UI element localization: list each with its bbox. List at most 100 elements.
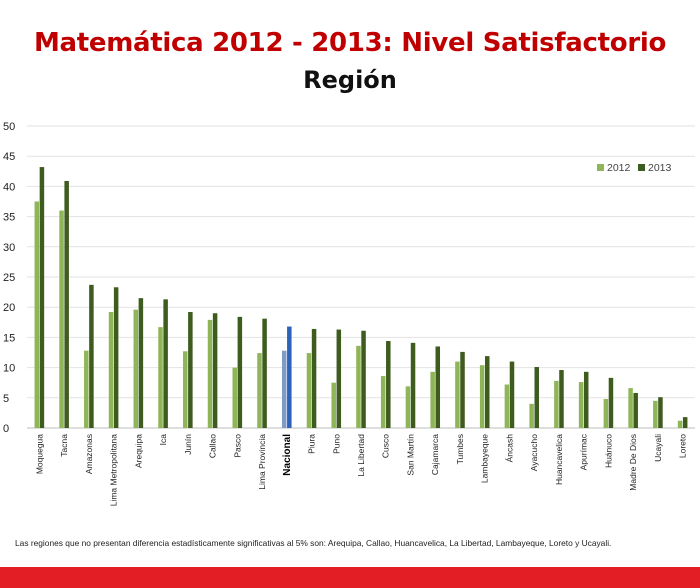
x-tick-label: Tumbes [455, 434, 465, 464]
y-tick-label: 0 [3, 423, 9, 435]
x-tick-label: Ayacucho [529, 434, 539, 471]
bar-2013 [682, 417, 688, 428]
chart-subtitle: Región [303, 66, 397, 94]
y-tick-label: 45 [3, 151, 15, 163]
x-tick-label: Lima Provincia [257, 434, 267, 490]
bar-2013 [534, 366, 539, 428]
x-tick-label: Ica [158, 434, 168, 446]
bar-2013 [658, 397, 663, 428]
x-tick-label: Apurímac [579, 433, 589, 470]
bar-2013 [262, 318, 267, 428]
bar-2013 [608, 377, 614, 428]
bar-chart: 0 5 10 15 20 25 30 35 40 45 50 Moquegua Tacna Amazon… [3, 121, 695, 506]
y-tick-label: 30 [3, 242, 15, 254]
bar-2012 [183, 351, 188, 428]
y-tick-label: 50 [3, 121, 15, 133]
gridlines [27, 125, 695, 429]
y-tick-label: 40 [3, 181, 15, 193]
chart-title: Matemática 2012 - 2013: Nivel Satisfacto… [33, 28, 667, 58]
x-tick-label: Puno [331, 434, 341, 454]
bars [34, 167, 688, 428]
y-axis-ticks: 0 5 10 15 20 25 30 35 40 45 50 [3, 121, 15, 435]
bar-2013 [336, 329, 342, 428]
y-tick-label: 5 [3, 393, 9, 405]
x-tick-label: La Libertad [356, 434, 366, 477]
bar-2013 [386, 341, 391, 428]
x-tick-label: Pasco [232, 434, 242, 458]
bar-2013 [410, 342, 416, 428]
bar-2012 [554, 380, 559, 428]
x-tick-label: Arequipa [133, 434, 143, 468]
x-tick-label: Áncash [504, 434, 514, 463]
bar-2012 [207, 319, 213, 428]
bar-2013 [163, 299, 168, 428]
bar-2013 [485, 356, 490, 428]
bar-2012 [578, 382, 584, 428]
bar-2012 [603, 399, 609, 428]
bar-2012 [628, 388, 633, 428]
bar-2012 [430, 371, 435, 428]
bar-2013 [559, 370, 564, 428]
bar-2012 [257, 353, 262, 428]
bar-2013 [311, 328, 317, 428]
bar-2012 [306, 353, 312, 428]
bar-2013 [237, 316, 243, 428]
bar-2013 [633, 392, 638, 428]
x-tick-label: Nacional [282, 434, 293, 476]
bar-2013 [212, 313, 218, 428]
bar-2012 [34, 201, 40, 428]
legend-swatch-2013 [638, 164, 645, 171]
y-tick-label: 35 [3, 212, 15, 224]
y-tick-label: 15 [3, 332, 15, 344]
bar-2013 [435, 346, 441, 428]
x-tick-label: Madre De Dios [628, 434, 638, 491]
bar-2012 [108, 312, 114, 428]
bar-2012 [232, 367, 237, 428]
bar-2013 [509, 361, 515, 428]
bar-2012 [455, 361, 460, 428]
bar-2013 [188, 312, 193, 428]
bar-2013 [113, 287, 119, 428]
bar-2012 [84, 350, 89, 428]
bar-2012 [59, 210, 64, 428]
bar-2012 [529, 403, 534, 428]
bar-2012 [331, 382, 336, 428]
footnote: Las regiones que no presentan diferencia… [15, 538, 612, 548]
bar-2012 [380, 376, 386, 428]
legend-label-2012: 2012 [607, 162, 631, 174]
x-tick-label: Huánuco [603, 434, 613, 468]
bar-2012 [677, 420, 683, 428]
bar-2012 [405, 386, 411, 428]
x-axis-ticks: Moquegua Tacna Amazonas Lima Metropolitana A… [34, 433, 687, 506]
bar-2012 [504, 384, 510, 428]
legend-label-2013: 2013 [648, 162, 672, 174]
x-tick-label: Loreto [678, 434, 688, 458]
x-tick-label: Tacna [59, 434, 69, 457]
x-tick-label: Ucayali [653, 434, 663, 462]
bar-2012 [158, 327, 163, 428]
bar-2012 [653, 400, 658, 428]
legend: 2012 2013 [597, 162, 672, 174]
x-tick-label: Huancavelica [554, 434, 564, 485]
x-tick-label: Callao [208, 434, 218, 458]
x-tick-label: Moquegua [34, 434, 44, 474]
x-tick-label: Lambayeque [480, 434, 490, 483]
x-tick-label: Cajamarca [430, 434, 440, 475]
bar-2013 [64, 180, 69, 428]
bar-2013 [361, 330, 366, 428]
y-tick-label: 25 [3, 272, 15, 284]
bar-2013 [39, 167, 45, 428]
bar-2013 [287, 326, 292, 428]
legend-swatch-2012 [597, 164, 604, 171]
x-tick-label: Amazonas [84, 434, 94, 474]
bar-2012 [281, 350, 287, 428]
x-tick-label: Junín [183, 434, 193, 455]
bar-2012 [479, 365, 485, 428]
bar-2013 [138, 298, 144, 428]
bar-2013 [583, 371, 589, 428]
x-tick-label: Piura [307, 434, 317, 454]
x-tick-label: Lima Metropolitana [109, 434, 119, 507]
bar-2013 [460, 351, 465, 428]
x-tick-label: Cusco [381, 434, 391, 458]
bar-2012 [356, 345, 361, 428]
